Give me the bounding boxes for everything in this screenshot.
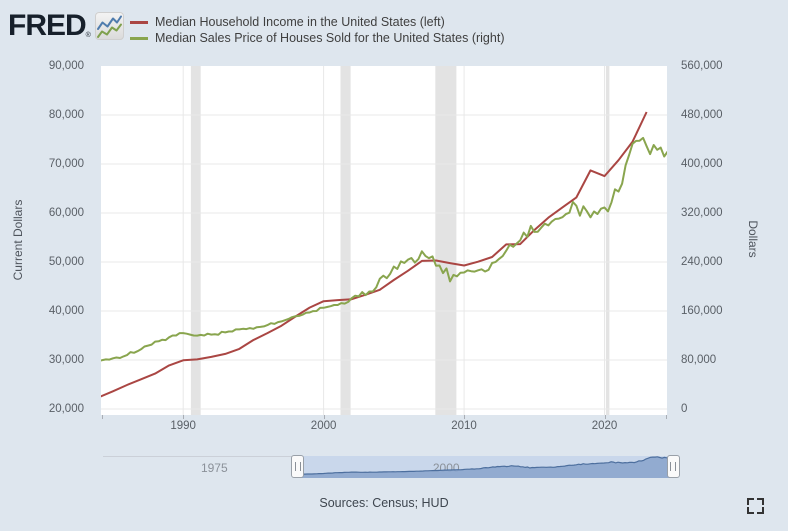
recession-band — [190, 66, 201, 415]
right-axis-tick-label: 0 — [681, 402, 688, 415]
slider-left-handle[interactable] — [291, 455, 305, 478]
sources-text: Sources: Census; HUD — [319, 496, 449, 510]
x-axis-tick-mark — [464, 415, 466, 419]
chart-canvas — [101, 66, 667, 415]
x-axis-tick-mark — [102, 415, 103, 419]
left-axis-tick-label: 80,000 — [48, 108, 84, 121]
right-axis-tick-label: 320,000 — [681, 206, 723, 219]
x-axis-tick-label: 2010 — [451, 420, 477, 432]
right-axis-tick-label: 480,000 — [681, 108, 723, 121]
left-axis-tick-label: 50,000 — [48, 255, 84, 268]
fullscreen-button[interactable] — [747, 498, 764, 514]
left-axis-tick-label: 40,000 — [48, 304, 84, 317]
x-axis-tick-mark — [604, 415, 606, 419]
house-price-line[interactable] — [101, 136, 667, 362]
x-axis-tick-mark — [183, 415, 185, 419]
right-axis-tick-label: 400,000 — [681, 157, 723, 170]
x-axis-tick-label: 2020 — [591, 420, 618, 432]
right-axis-tick-label: 80,000 — [681, 353, 717, 366]
slider-right-handle[interactable] — [666, 455, 680, 478]
recession-band — [340, 66, 351, 415]
income-line-swatch — [130, 20, 148, 24]
x-axis-tick-label: 1990 — [170, 420, 196, 432]
left-axis-tick-label: 20,000 — [48, 402, 84, 415]
house-price-line-swatch — [130, 36, 148, 40]
fred-logo-text: FRED — [8, 9, 87, 42]
left-axis-tick-label: 60,000 — [48, 206, 84, 219]
legend-label-house-price: Median Sales Price of Houses Sold for th… — [155, 31, 505, 45]
legend: Median Household Income in the United St… — [130, 14, 504, 46]
right-axis-tick-label: 160,000 — [681, 304, 723, 317]
fred-chart-icon — [94, 12, 124, 40]
legend-item-house-price[interactable]: Median Sales Price of Houses Sold for th… — [130, 30, 504, 46]
recession-band — [605, 66, 610, 415]
plot-area[interactable] — [101, 66, 667, 415]
slider-mini-chart — [297, 456, 673, 478]
recession-band — [435, 66, 457, 415]
registered-mark: ® — [85, 32, 91, 39]
grip-icon — [670, 462, 676, 471]
left-axis-tick-label: 90,000 — [48, 60, 84, 72]
right-axis-tick-label: 240,000 — [681, 255, 723, 268]
x-axis-tick-mark — [323, 415, 325, 419]
expand-icon — [747, 498, 754, 505]
fred-logo[interactable]: FRED ® — [8, 9, 124, 42]
legend-label-income: Median Household Income in the United St… — [155, 15, 445, 29]
grip-icon — [294, 462, 301, 471]
left-axis-tick-label: 70,000 — [48, 157, 84, 170]
legend-item-income[interactable]: Median Household Income in the United St… — [130, 14, 504, 30]
x-axis-tick-mark — [666, 415, 667, 419]
slider-year-label: 1975 — [200, 461, 228, 475]
right-axis-tick-label: 560,000 — [681, 60, 723, 72]
x-axis-tick-label: 2000 — [310, 420, 337, 432]
left-axis-tick-label: 30,000 — [48, 353, 84, 366]
